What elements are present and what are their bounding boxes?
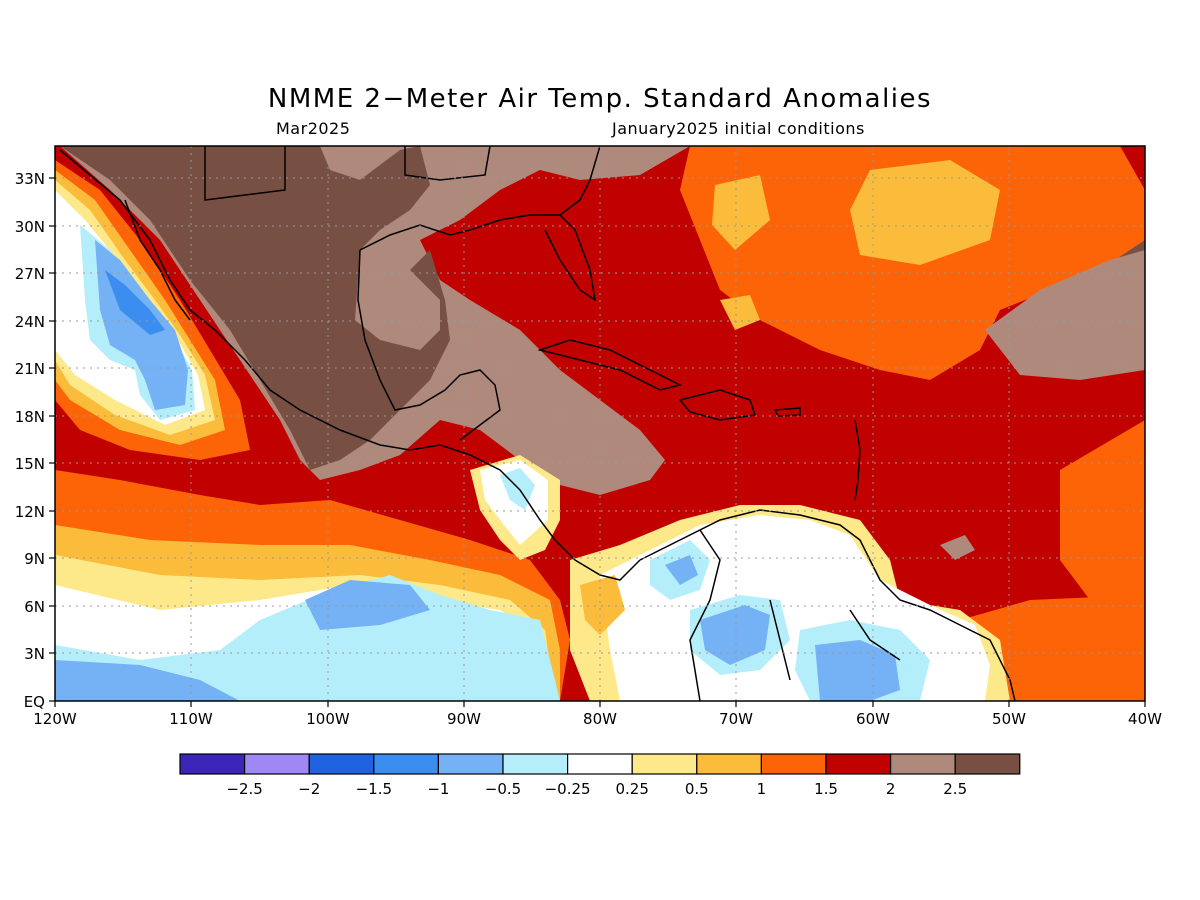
lat-label: 27N [15, 265, 45, 283]
forecast-month: Mar2025 [276, 119, 351, 138]
lon-label: 80W [583, 710, 617, 728]
colorbar-swatch [631, 753, 698, 775]
lat-label: 33N [15, 170, 45, 188]
colorbar-label: −0.5 [485, 780, 521, 798]
colorbar-label: 1.5 [814, 780, 838, 798]
graticule [55, 146, 1145, 701]
lat-label: 30N [15, 218, 45, 236]
colorbar-label: 2.5 [943, 780, 967, 798]
lat-label: 9N [24, 550, 45, 568]
lat-label: 24N [15, 313, 45, 331]
lon-label: 40W [1128, 710, 1162, 728]
colorbar-label: −0.25 [545, 780, 591, 798]
colorbar-swatch [437, 753, 504, 775]
colorbar-labels: −2.5 −2 −1.5 −1 −0.5 −0.25 0.25 0.5 1 1.5 2 2.5 [226, 780, 967, 798]
colorbar-swatch [954, 753, 1021, 775]
colorbar-label: −1 [427, 780, 449, 798]
colorbar-swatch [889, 753, 956, 775]
colorbar-label: 1 [757, 780, 767, 798]
colorbar-label: 0.25 [615, 780, 648, 798]
coastlines [59, 146, 1016, 701]
lon-label: 50W [992, 710, 1026, 728]
colorbar-swatch [179, 753, 246, 775]
longitude-labels: 120W 110W 100W 90W 80W 70W 60W 50W 40W [33, 710, 1162, 728]
colorbar-swatch [760, 753, 827, 775]
latitude-labels: 33N 30N 27N 24N 21N 18N 15N 12N 9N 6N 3N… [15, 170, 45, 711]
colorbar-label: −2.5 [226, 780, 262, 798]
colorbar-label: −2 [298, 780, 320, 798]
colorbar-swatch [566, 753, 633, 775]
lon-label: 60W [856, 710, 890, 728]
lon-label: 120W [33, 710, 77, 728]
lat-label: 3N [24, 645, 45, 663]
lon-label: 90W [447, 710, 481, 728]
lat-label: EQ [24, 693, 45, 711]
colorbar [179, 753, 1021, 775]
axis-ticks [49, 177, 1146, 707]
lat-label: 21N [15, 360, 45, 378]
colorbar-label: −1.5 [356, 780, 392, 798]
initial-conditions: January2025 initial conditions [612, 119, 865, 138]
lat-label: 18N [15, 408, 45, 426]
colorbar-label: 2 [886, 780, 896, 798]
colorbar-swatch [696, 753, 762, 775]
colorbar-swatch [373, 753, 439, 775]
colorbar-swatch [308, 753, 375, 775]
colorbar-swatch [502, 753, 569, 775]
colorbar-swatch [825, 753, 892, 775]
map-fill [55, 146, 1145, 701]
lon-label: 110W [169, 710, 213, 728]
lon-label: 100W [306, 710, 350, 728]
colorbar-swatch [244, 753, 310, 775]
colorbar-label: 0.5 [685, 780, 709, 798]
lat-label: 6N [24, 598, 45, 616]
lon-label: 70W [719, 710, 753, 728]
map-title: NMME 2−Meter Air Temp. Standard Anomalie… [267, 84, 933, 114]
lat-label: 12N [15, 503, 45, 521]
lat-label: 15N [15, 455, 45, 473]
